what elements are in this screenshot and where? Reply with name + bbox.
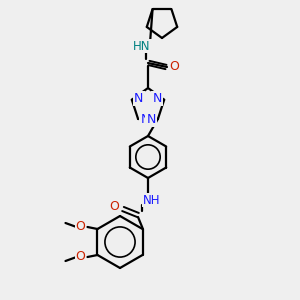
Text: N: N <box>152 92 162 105</box>
Text: O: O <box>169 61 179 74</box>
Text: HN: HN <box>133 40 151 52</box>
Text: NH: NH <box>143 194 161 206</box>
Text: O: O <box>76 220 85 233</box>
Text: N: N <box>146 113 156 126</box>
Text: N: N <box>140 113 150 126</box>
Text: O: O <box>109 200 119 214</box>
Text: O: O <box>76 250 85 263</box>
Text: N: N <box>134 92 143 105</box>
